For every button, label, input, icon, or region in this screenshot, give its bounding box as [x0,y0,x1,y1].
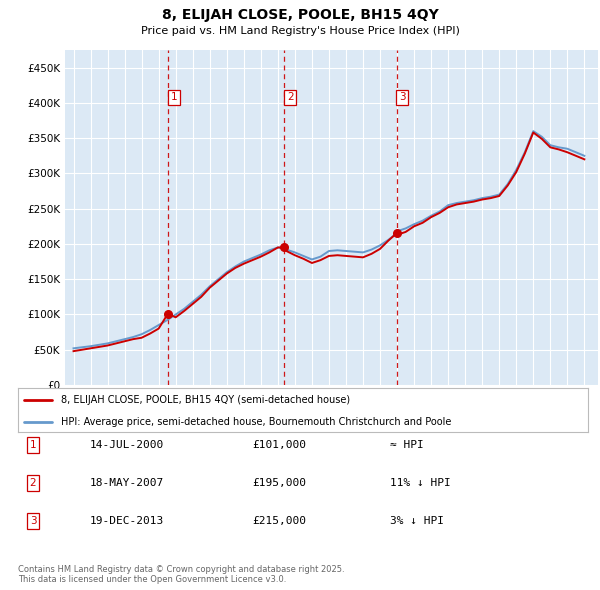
Text: 8, ELIJAH CLOSE, POOLE, BH15 4QY (semi-detached house): 8, ELIJAH CLOSE, POOLE, BH15 4QY (semi-d… [61,395,350,405]
Text: HPI: Average price, semi-detached house, Bournemouth Christchurch and Poole: HPI: Average price, semi-detached house,… [61,417,451,427]
Text: 14-JUL-2000: 14-JUL-2000 [90,440,164,450]
Text: 2: 2 [29,478,37,488]
Text: 2: 2 [287,92,293,102]
Text: 8, ELIJAH CLOSE, POOLE, BH15 4QY: 8, ELIJAH CLOSE, POOLE, BH15 4QY [161,8,439,22]
Text: £215,000: £215,000 [252,516,306,526]
Text: 19-DEC-2013: 19-DEC-2013 [90,516,164,526]
Text: Contains HM Land Registry data © Crown copyright and database right 2025.
This d: Contains HM Land Registry data © Crown c… [18,565,344,584]
Text: 3: 3 [399,92,406,102]
Text: 1: 1 [29,440,37,450]
Text: ≈ HPI: ≈ HPI [390,440,424,450]
Text: £195,000: £195,000 [252,478,306,488]
Text: 3: 3 [29,516,37,526]
Text: 3% ↓ HPI: 3% ↓ HPI [390,516,444,526]
Text: Price paid vs. HM Land Registry's House Price Index (HPI): Price paid vs. HM Land Registry's House … [140,26,460,36]
Text: 11% ↓ HPI: 11% ↓ HPI [390,478,451,488]
Text: £101,000: £101,000 [252,440,306,450]
Text: 18-MAY-2007: 18-MAY-2007 [90,478,164,488]
Text: 1: 1 [170,92,177,102]
